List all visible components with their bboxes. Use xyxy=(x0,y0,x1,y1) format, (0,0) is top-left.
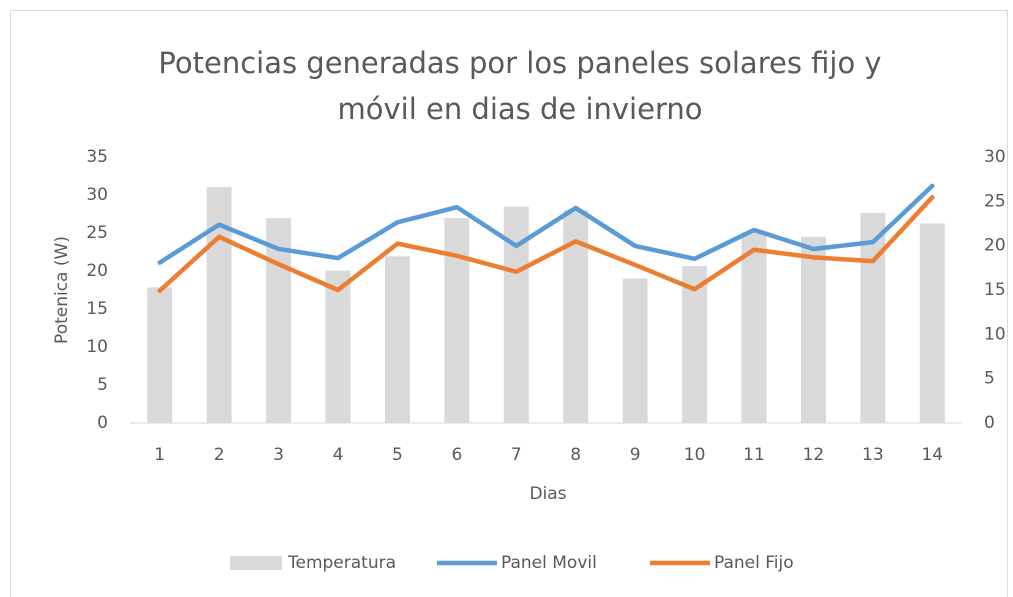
y2-tick-label: 20 xyxy=(984,236,1006,256)
y-tick-label: 35 xyxy=(86,147,108,167)
x-axis-label: Dias xyxy=(529,484,566,504)
y2-tick-label: 5 xyxy=(984,369,995,389)
x-tick-label: 5 xyxy=(392,445,403,465)
y2-tick-label: 25 xyxy=(984,191,1006,211)
y-tick-label: 15 xyxy=(86,299,108,319)
x-tick-label: 12 xyxy=(803,445,825,465)
legend-label: Panel Movil xyxy=(501,553,597,573)
y-tick-label: 25 xyxy=(86,223,108,243)
y2-tick-label: 30 xyxy=(984,147,1006,167)
bar xyxy=(384,256,410,423)
legend-swatch xyxy=(230,556,282,570)
x-tick-label: 2 xyxy=(214,445,225,465)
chart-frame xyxy=(10,10,1008,597)
x-tick-label: 3 xyxy=(273,445,284,465)
bar xyxy=(860,212,886,423)
y2-tick-label: 0 xyxy=(984,413,995,433)
bar xyxy=(682,266,708,423)
x-tick-label: 8 xyxy=(570,445,581,465)
y-tick-label: 5 xyxy=(97,375,108,395)
y-tick-label: 10 xyxy=(86,337,108,357)
y-tick-label: 0 xyxy=(97,413,108,433)
y2-tick-label: 15 xyxy=(984,280,1006,300)
bar xyxy=(919,223,945,423)
x-tick-label: 7 xyxy=(511,445,522,465)
bar xyxy=(622,278,648,423)
x-tick-label: 1 xyxy=(154,445,165,465)
x-tick-label: 9 xyxy=(630,445,641,465)
y-axis-label: Potenica (W) xyxy=(52,236,72,344)
bar xyxy=(800,236,826,423)
legend-label: Panel Fijo xyxy=(714,553,794,573)
line xyxy=(157,183,935,265)
legend-label: Temperatura xyxy=(287,553,396,573)
x-tick-label: 4 xyxy=(333,445,344,465)
bar xyxy=(325,270,351,423)
bar xyxy=(147,287,173,423)
x-tick-label: 6 xyxy=(451,445,462,465)
x-tick-label: 11 xyxy=(743,445,765,465)
line xyxy=(157,195,935,294)
bar xyxy=(741,232,767,423)
bar xyxy=(444,218,470,423)
chart-title: Potencias generadas por los paneles sola… xyxy=(158,46,882,126)
x-tick-label: 14 xyxy=(921,445,943,465)
x-tick-label: 13 xyxy=(862,445,884,465)
y-tick-label: 20 xyxy=(86,261,108,281)
y2-tick-label: 10 xyxy=(984,324,1006,344)
y-tick-label: 30 xyxy=(86,185,108,205)
x-tick-label: 10 xyxy=(684,445,706,465)
